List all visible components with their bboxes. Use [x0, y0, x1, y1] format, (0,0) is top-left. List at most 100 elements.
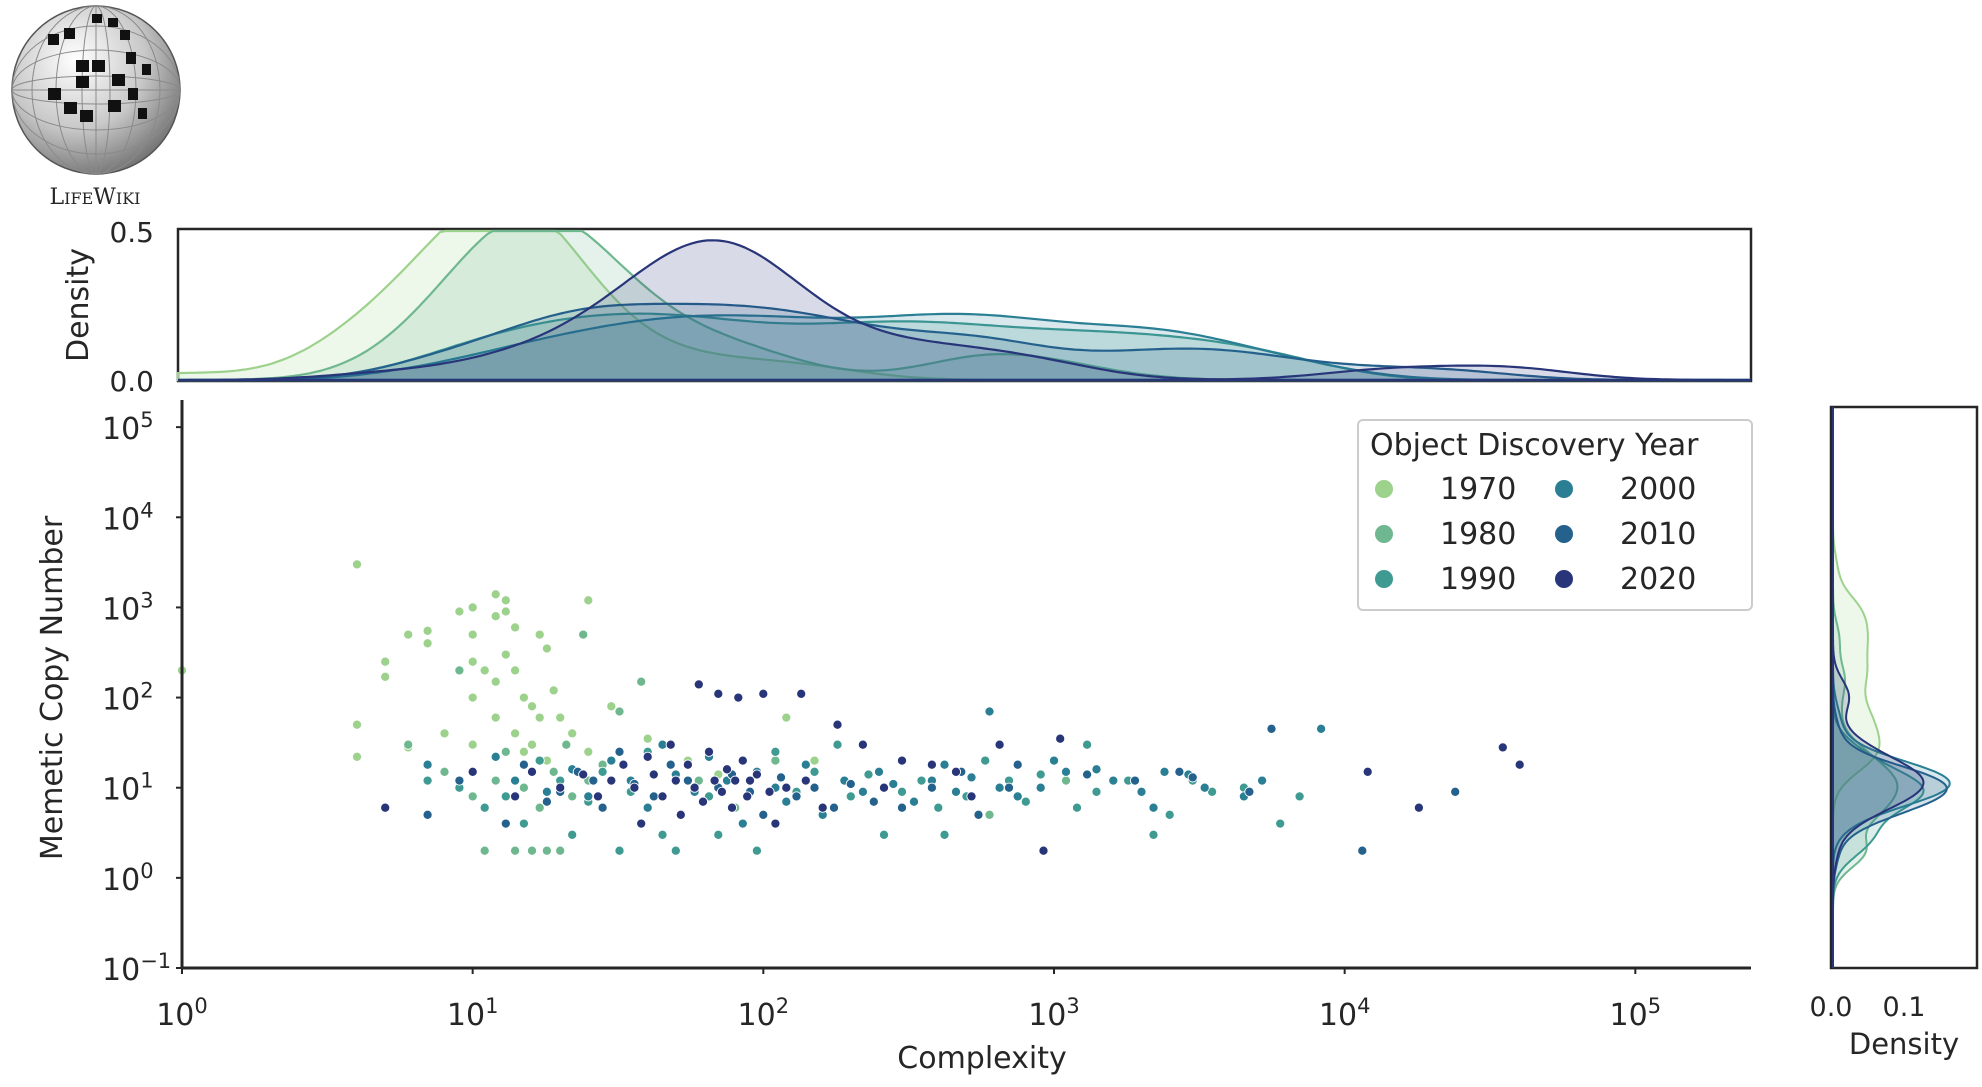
scatter-point-2010 — [1266, 723, 1277, 734]
scatter-point-1970 — [606, 701, 617, 712]
scatter-point-1990 — [614, 845, 625, 856]
top-marginal-ylabel: Density — [61, 248, 96, 362]
scatter-point-1970 — [467, 629, 478, 640]
scatter-point-1970 — [479, 665, 490, 676]
scatter-point-2000 — [984, 706, 995, 717]
scatter-point-1970 — [490, 676, 501, 687]
scatter-point-2020 — [1497, 742, 1508, 753]
svg-text:LIFEWIKI: LIFEWIKI — [50, 185, 141, 210]
scatter-point-1990 — [878, 829, 890, 840]
scatter-point-1980 — [1060, 775, 1072, 786]
x-tick-label: 105 — [1610, 994, 1662, 1033]
x-tick-label: 103 — [1028, 994, 1080, 1033]
scatter-point-1990 — [567, 829, 578, 840]
scatter-point-1970 — [583, 746, 594, 757]
scatter-point-1970 — [500, 606, 511, 617]
legend-marker-1980 — [1375, 525, 1393, 543]
scatter-point-2020 — [618, 759, 629, 770]
scatter-point-2020 — [857, 739, 868, 750]
scatter-point-1980 — [534, 802, 545, 813]
scatter-point-2000 — [422, 759, 433, 770]
scatter-point-1990 — [1091, 786, 1102, 797]
scatter-point-2000 — [1048, 755, 1060, 766]
scatter-point-2020 — [1413, 802, 1424, 813]
scatter-point-2000 — [966, 772, 977, 783]
logo-text-iki: IKI — [116, 189, 141, 208]
scatter-point-1990 — [1020, 796, 1031, 807]
scatter-point-2020 — [648, 769, 659, 780]
scatter-point-1990 — [713, 829, 724, 840]
scatter-point-1970 — [439, 728, 450, 739]
legend-title: Object Discovery Year — [1370, 428, 1699, 463]
scatter-point-2000 — [1257, 775, 1268, 786]
scatter-point-2000 — [1012, 791, 1023, 802]
scatter-point-1970 — [510, 622, 521, 633]
scatter-point-1970 — [380, 656, 391, 667]
scatter-point-2020 — [1038, 845, 1049, 856]
scatter-point-2010 — [682, 775, 693, 786]
scatter-point-1980 — [510, 845, 521, 856]
x-tick-label: 101 — [447, 994, 499, 1033]
scatter-point-2020 — [744, 775, 756, 786]
scatter-point-2020 — [555, 782, 566, 793]
scatter-point-1990 — [479, 802, 490, 813]
right-marginal-frame — [1829, 405, 1979, 970]
y-tick-label: 101 — [102, 769, 154, 808]
scatter-point-1990 — [832, 739, 843, 750]
legend-marker-2020 — [1555, 570, 1573, 588]
scatter-point-2020 — [510, 791, 521, 802]
scatter-point-2020 — [629, 782, 640, 793]
scatter-point-2010 — [1187, 772, 1198, 783]
x-tick-label: 102 — [738, 994, 790, 1033]
scatter-point-2010 — [541, 796, 552, 807]
scatter-point-2000 — [1136, 786, 1147, 797]
scatter-point-2020 — [709, 775, 720, 786]
top-marginal-panel: 0.5 0.0 Density — [61, 216, 1753, 398]
scatter-point-2000 — [908, 796, 920, 807]
scatter-point-2020 — [742, 791, 753, 802]
scatter-point-1980 — [467, 791, 478, 802]
scatter-point-2020 — [721, 764, 733, 775]
scatter-point-1980 — [770, 755, 781, 766]
scatter-point-1970 — [526, 701, 538, 712]
scatter-point-2010 — [1129, 775, 1141, 786]
legend-label-2010: 2010 — [1620, 517, 1696, 552]
scatter-point-2000 — [888, 778, 899, 790]
scatter-point-1980 — [984, 809, 995, 820]
right-marginal-xlabel: Density — [1849, 1027, 1959, 1061]
legend-marker-1990 — [1375, 570, 1393, 588]
scatter-point-1980 — [518, 782, 529, 793]
scatter-point-2020 — [1514, 759, 1525, 770]
scatter-point-2000 — [1159, 766, 1170, 777]
scatter-point-2020 — [751, 769, 762, 780]
scatter-point-2010 — [597, 802, 608, 813]
scatter-point-1990 — [657, 829, 668, 840]
scatter-point-2020 — [578, 769, 589, 780]
scatter-point-1970 — [403, 629, 414, 640]
scatter-point-1970 — [351, 559, 363, 570]
scatter-point-1990 — [534, 755, 545, 766]
scatter-point-2000 — [642, 802, 653, 813]
x-axis-label: Complexity — [897, 1041, 1066, 1076]
x-tick-labels: 100 101 102 103 104 105 — [156, 968, 1661, 1033]
scatter-point-2020 — [467, 766, 478, 777]
scatter-point-2020 — [380, 802, 391, 813]
scatter-point-2000 — [994, 782, 1005, 793]
scatter-point-1990 — [422, 775, 433, 786]
scatter-point-1990 — [518, 818, 529, 829]
scatter-point-2020 — [526, 766, 538, 777]
scatter-point-1990 — [770, 746, 781, 757]
scatter-point-1970 — [781, 712, 792, 723]
main-scatter-panel: 100 101 102 103 104 105 10−110010110210310410… — [35, 400, 1753, 1076]
y-tick-label: 104 — [102, 498, 154, 537]
scatter-point-2000 — [800, 759, 811, 770]
scatter-point-1980 — [578, 629, 589, 640]
scatter-point-2010 — [809, 782, 820, 793]
y-tick-labels: 10−1 100 101 102 103 104 105 — [102, 408, 182, 988]
scatter-point-2010 — [454, 775, 465, 786]
scatter-point-1970 — [490, 712, 501, 723]
scatter-point-2010 — [1082, 769, 1093, 780]
scatter-point-2010 — [926, 782, 937, 793]
logo-text-l: L — [50, 185, 65, 210]
